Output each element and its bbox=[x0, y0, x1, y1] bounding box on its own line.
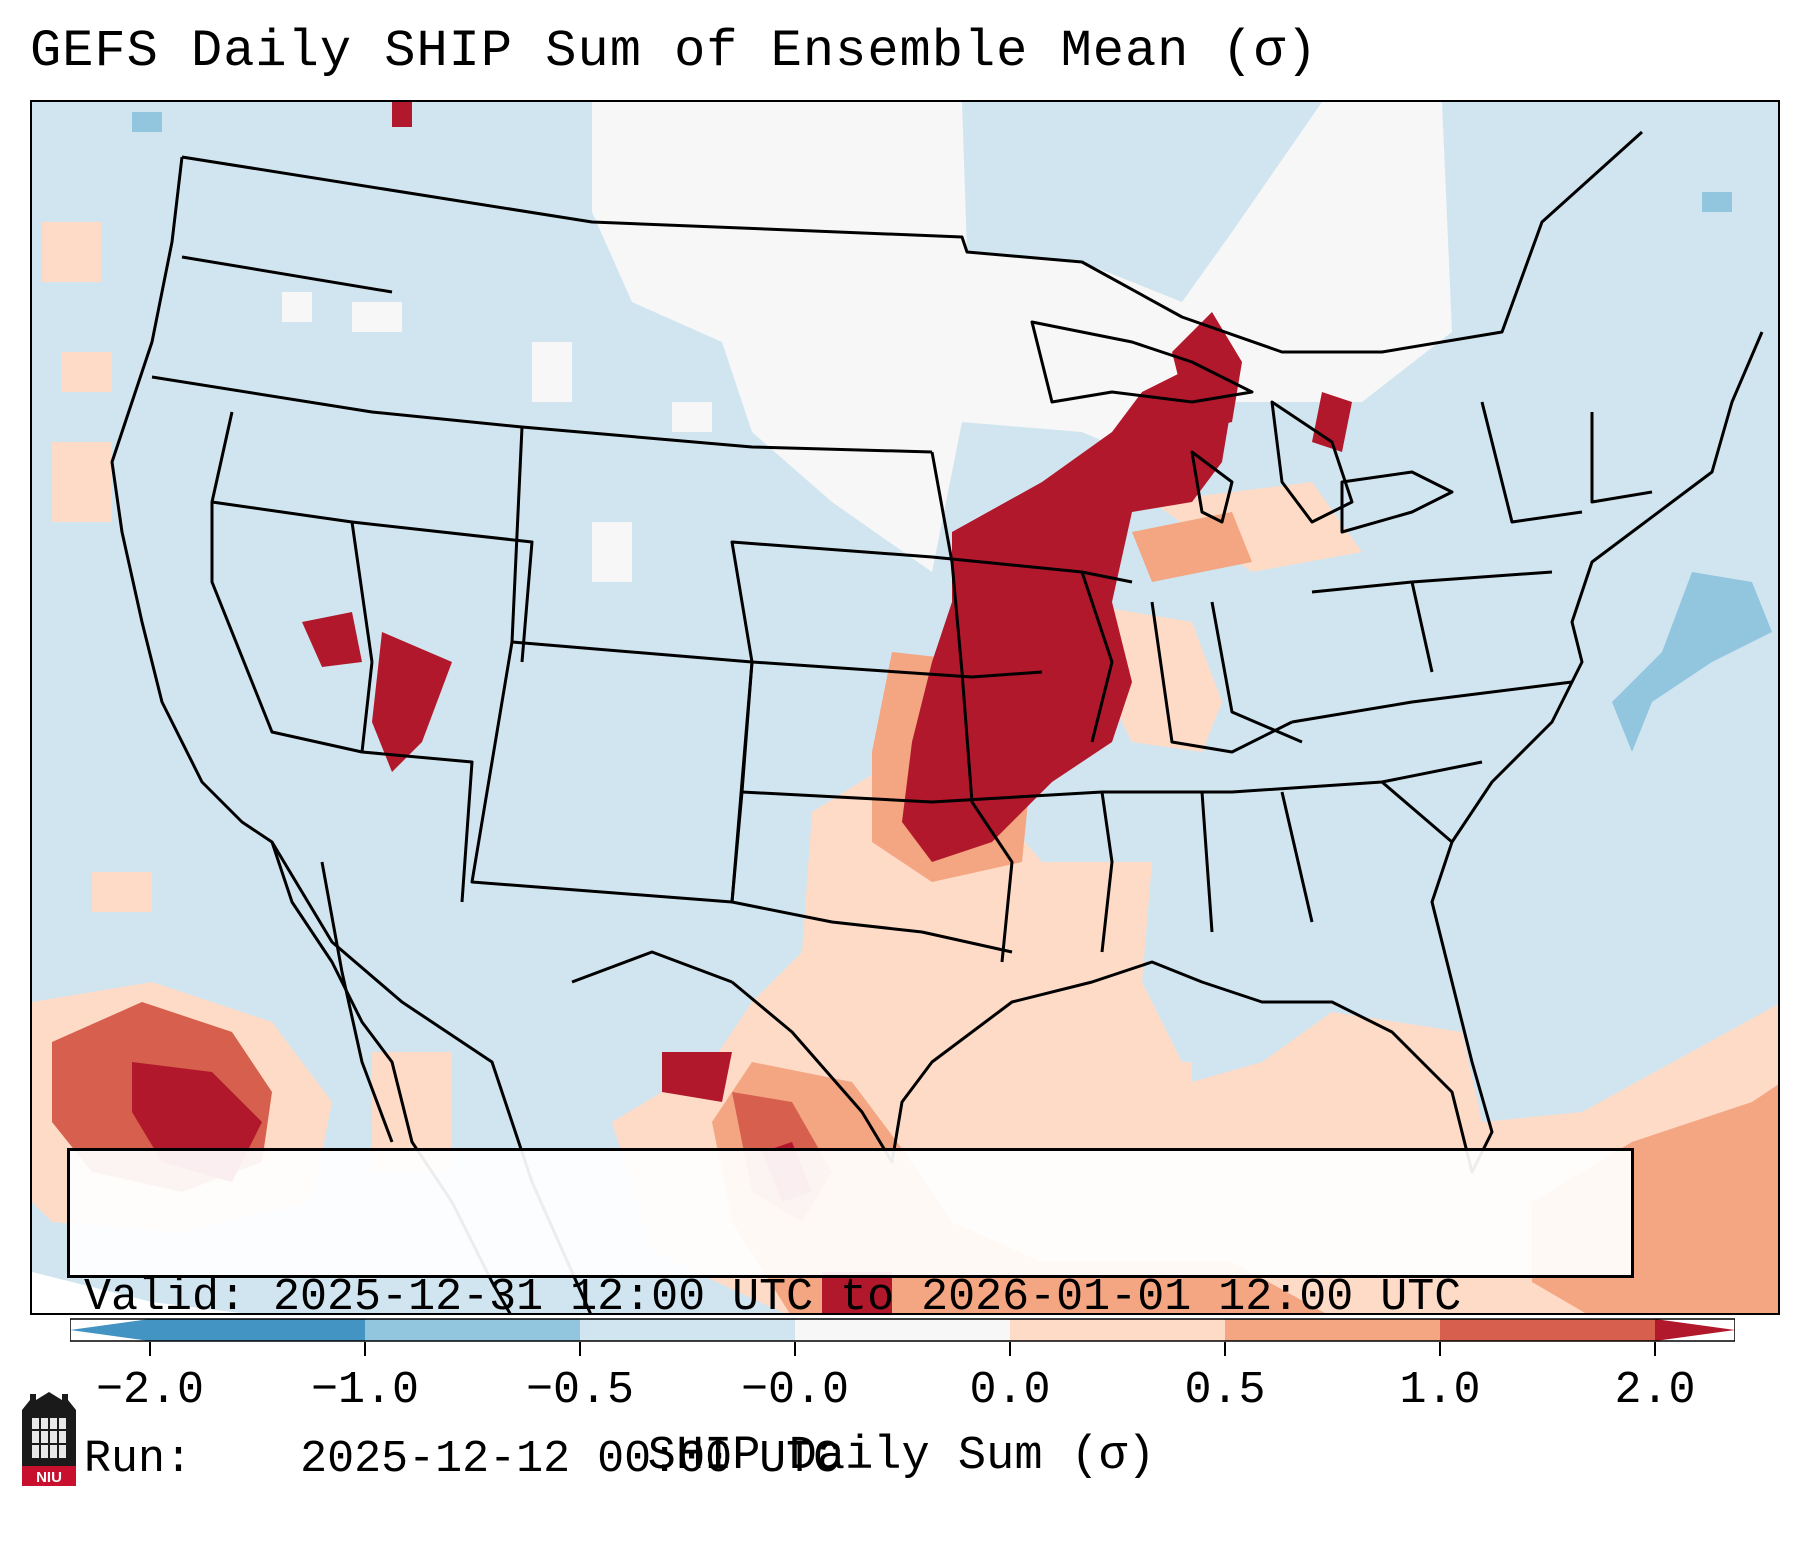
colorbar-tick-label: −1.0 bbox=[310, 1365, 420, 1416]
run-row: Run: 2025-12-12 00:00 UTC bbox=[84, 1433, 1617, 1487]
valid-row: Valid: 2025-12-31 12:00 UTC to 2026-01-0… bbox=[84, 1271, 1617, 1325]
colorbar-tick-label: 2.0 bbox=[1614, 1365, 1696, 1416]
colorbar-segment bbox=[795, 1319, 1011, 1341]
colorbar-outline bbox=[70, 1318, 1735, 1342]
logo-banner bbox=[22, 1466, 76, 1486]
colorbar-tick-label: 0.5 bbox=[1184, 1365, 1266, 1416]
colorbar-tick-label: −2.0 bbox=[95, 1365, 205, 1416]
colorbar-tick-label: −0.0 bbox=[740, 1365, 850, 1416]
colorbar-right-extend bbox=[1655, 1319, 1735, 1341]
niu-logo: NIU bbox=[22, 1392, 76, 1486]
colorbar-tick-label: 1.0 bbox=[1399, 1365, 1481, 1416]
colorbar-segment bbox=[1225, 1319, 1441, 1341]
colorbar-tick-mark bbox=[579, 1342, 581, 1356]
colorbar-segment bbox=[365, 1319, 581, 1341]
map-canvas bbox=[32, 102, 1778, 1313]
near-zero-zones bbox=[282, 102, 1452, 582]
colorbar-tick-label: 0.0 bbox=[969, 1365, 1051, 1416]
colorbar-tick-mark bbox=[364, 1342, 366, 1356]
negative-zones bbox=[132, 112, 1772, 752]
valid-label: Valid: bbox=[84, 1272, 247, 1323]
map-title: GEFS Daily SHIP Sum of Ensemble Mean (σ) bbox=[30, 22, 1319, 81]
colorbar-tick-mark bbox=[1654, 1342, 1656, 1356]
colorbar-tick-mark bbox=[1009, 1342, 1011, 1356]
colorbar bbox=[70, 1318, 1735, 1342]
colorbar-segments bbox=[150, 1319, 1656, 1341]
logo-text: NIU bbox=[36, 1469, 62, 1486]
run-value: 2025-12-12 00:00 UTC bbox=[300, 1434, 841, 1485]
colorbar-segment bbox=[580, 1319, 796, 1341]
colorbar-label: SHIP Daily Sum (σ) bbox=[647, 1430, 1156, 1483]
colorbar-tick-mark bbox=[1224, 1342, 1226, 1356]
colorbar-segment bbox=[1010, 1319, 1226, 1341]
colorbar-segment bbox=[150, 1319, 366, 1341]
colorbar-tick-label: −0.5 bbox=[525, 1365, 635, 1416]
colorbar-tick-mark bbox=[149, 1342, 151, 1356]
run-label: Run: bbox=[84, 1434, 193, 1485]
colorbar-segment bbox=[1440, 1319, 1656, 1341]
validity-info-box: Valid: 2025-12-31 12:00 UTC to 2026-01-0… bbox=[67, 1148, 1634, 1485]
valid-value: 2025-12-31 12:00 UTC to 2026-01-01 12:00… bbox=[273, 1272, 1462, 1323]
logo-window-grid bbox=[32, 1418, 66, 1458]
colorbar-tick-mark bbox=[794, 1342, 796, 1356]
colorbar-left-extend bbox=[70, 1319, 150, 1341]
map-panel bbox=[30, 100, 1780, 1315]
colorbar-tick-mark bbox=[1439, 1342, 1441, 1356]
projection-edge bbox=[32, 1272, 240, 1313]
